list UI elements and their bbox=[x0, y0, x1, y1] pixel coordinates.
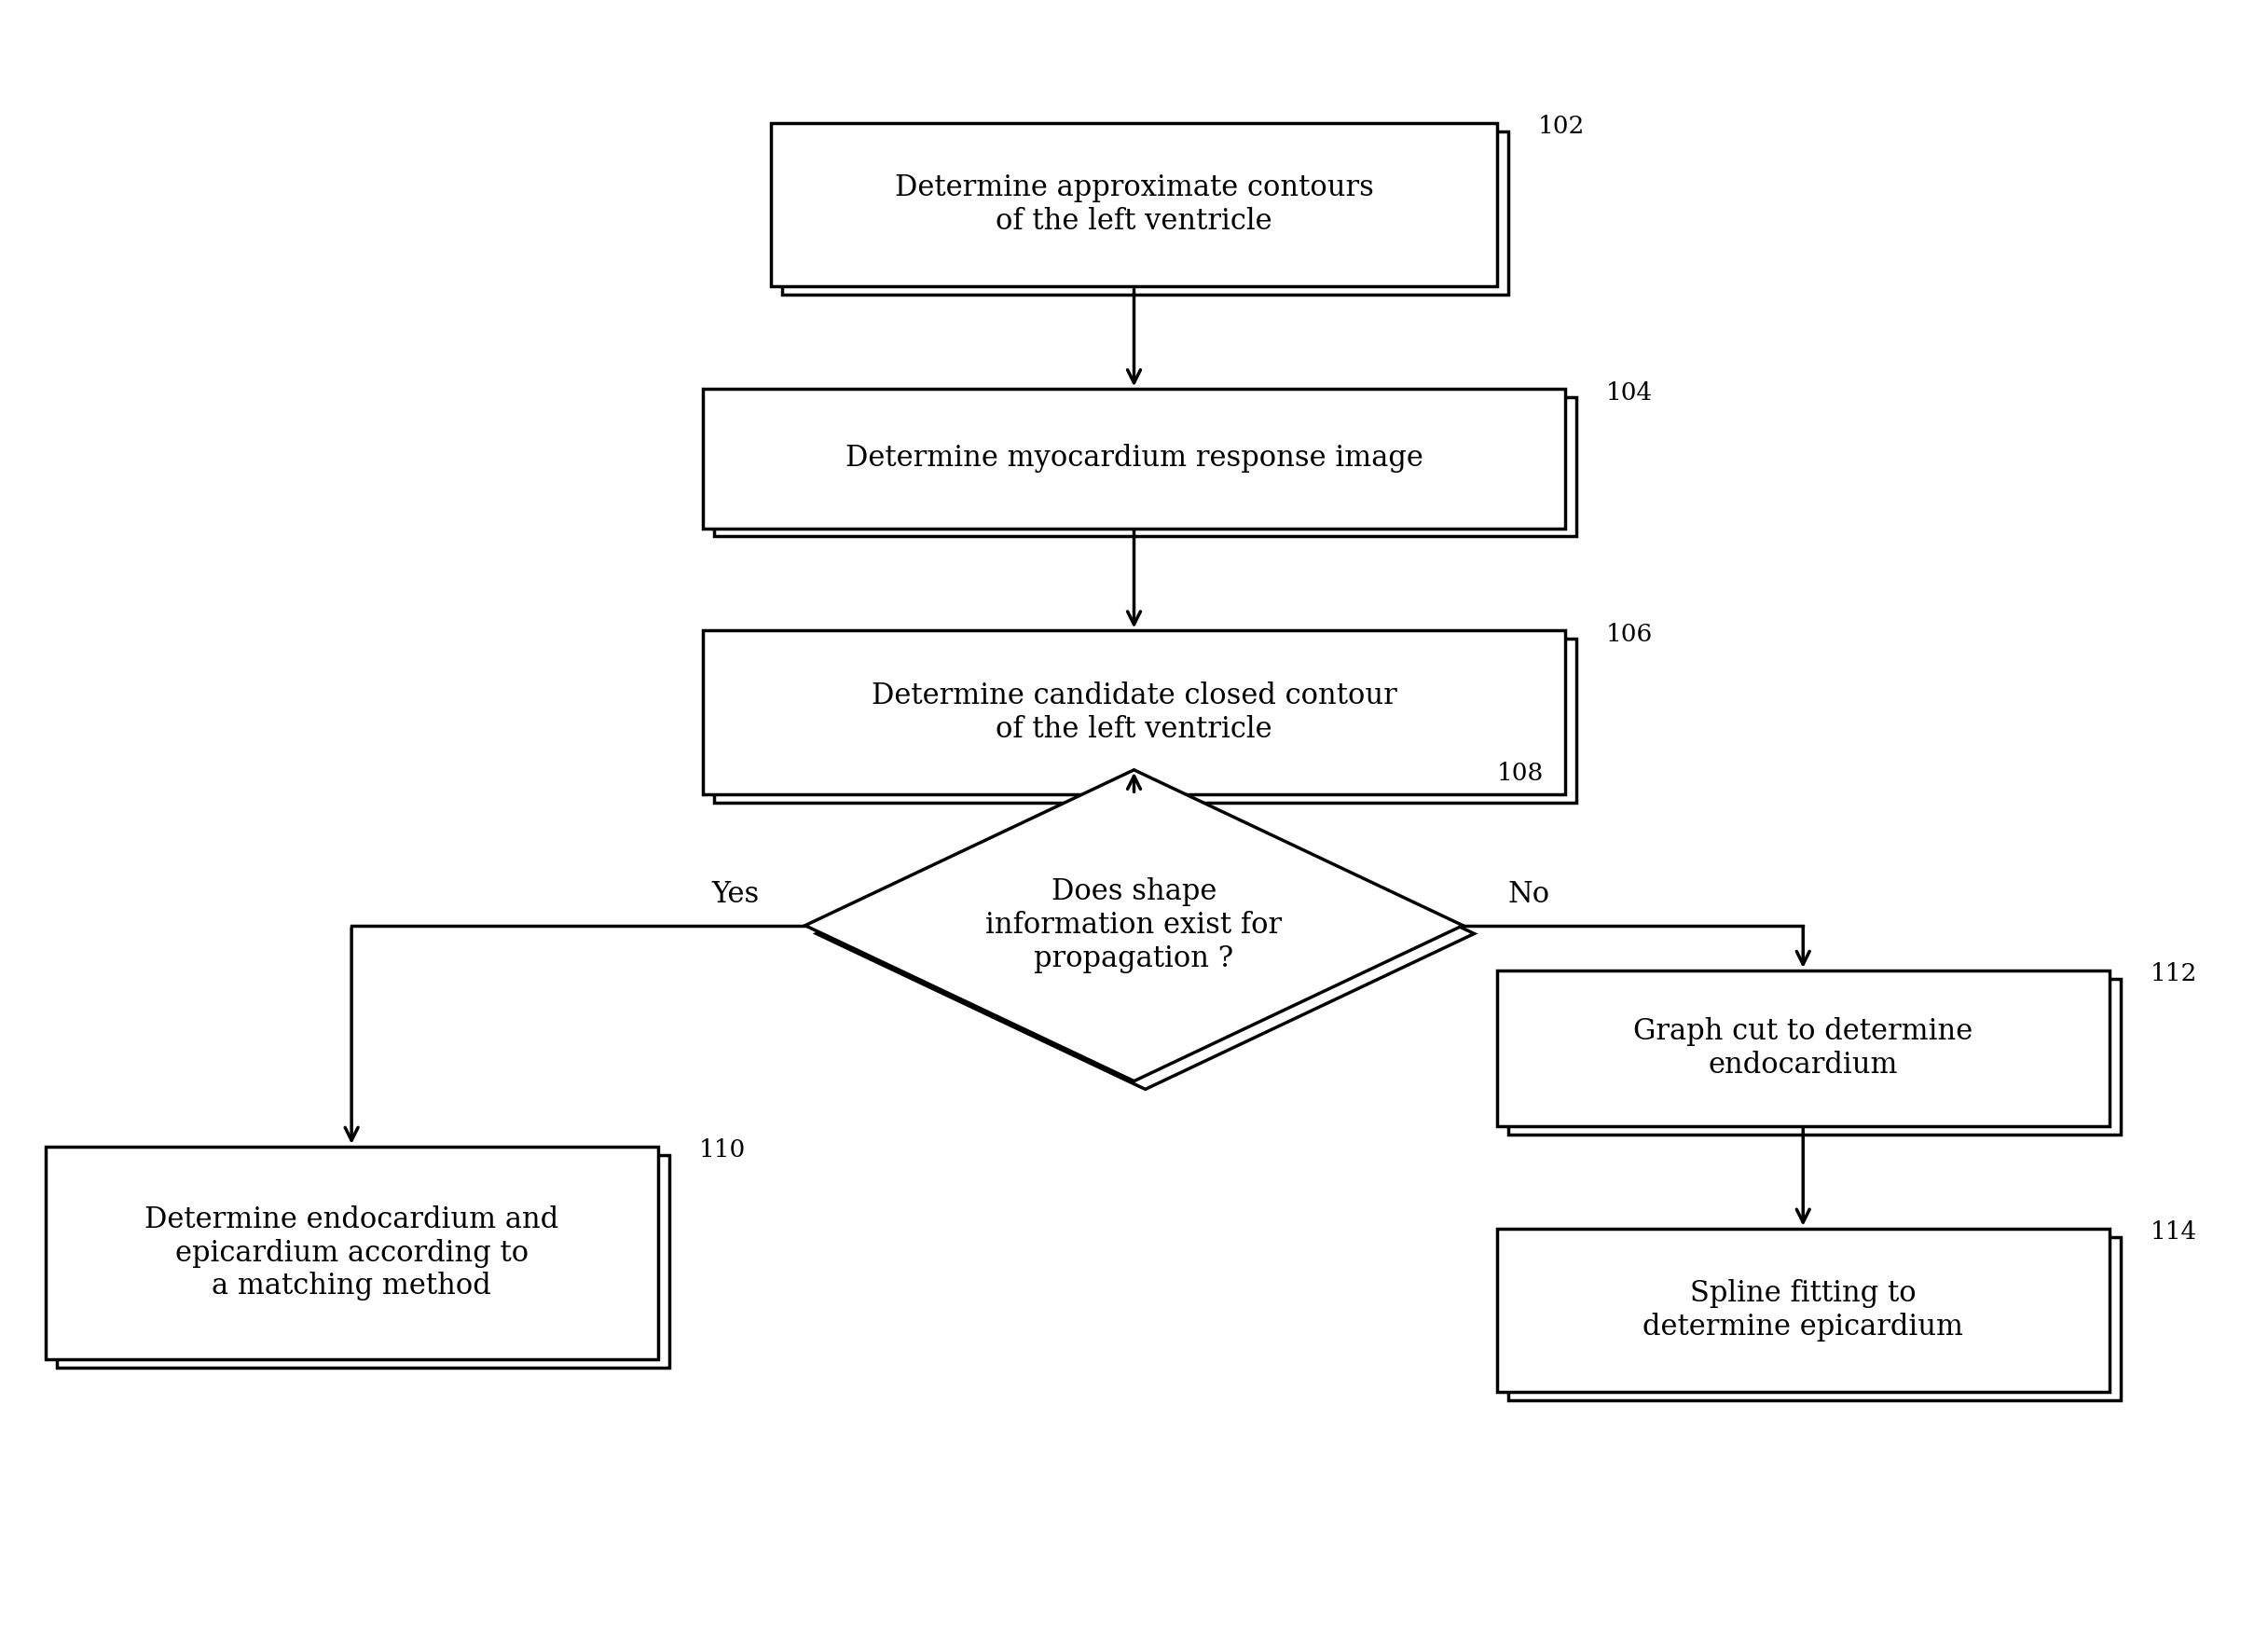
Bar bbox=[1497, 970, 2109, 1127]
Text: 112: 112 bbox=[2150, 963, 2198, 986]
Polygon shape bbox=[816, 778, 1474, 1089]
Text: Determine endocardium and
epicardium according to
a matching method: Determine endocardium and epicardium acc… bbox=[145, 1206, 558, 1301]
Bar bbox=[1497, 1228, 2109, 1392]
Bar bbox=[714, 398, 1576, 537]
Text: Yes: Yes bbox=[712, 880, 760, 909]
Text: Spline fitting to
determine epicardium: Spline fitting to determine epicardium bbox=[1642, 1279, 1964, 1342]
Text: Does shape
information exist for
propagation ?: Does shape information exist for propaga… bbox=[987, 878, 1281, 973]
Bar bbox=[57, 1155, 669, 1368]
Text: Determine myocardium response image: Determine myocardium response image bbox=[846, 444, 1422, 473]
Text: Determine candidate closed contour
of the left ventricle: Determine candidate closed contour of th… bbox=[871, 681, 1397, 744]
Bar bbox=[45, 1147, 658, 1360]
Bar bbox=[1508, 980, 2121, 1135]
Bar bbox=[1508, 1237, 2121, 1400]
Text: 108: 108 bbox=[1497, 762, 1545, 785]
Text: Determine approximate contours
of the left ventricle: Determine approximate contours of the le… bbox=[894, 174, 1374, 236]
Polygon shape bbox=[805, 770, 1463, 1081]
Text: 102: 102 bbox=[1538, 115, 1585, 138]
Text: 106: 106 bbox=[1606, 622, 1653, 645]
Text: 114: 114 bbox=[2150, 1220, 2198, 1243]
Text: Graph cut to determine
endocardium: Graph cut to determine endocardium bbox=[1633, 1017, 1973, 1079]
Bar bbox=[782, 131, 1508, 295]
Text: 110: 110 bbox=[699, 1138, 746, 1161]
Bar bbox=[703, 631, 1565, 794]
Bar bbox=[771, 123, 1497, 287]
Text: No: No bbox=[1508, 880, 1551, 909]
Text: 104: 104 bbox=[1606, 382, 1653, 405]
Bar bbox=[703, 390, 1565, 529]
Bar bbox=[714, 639, 1576, 803]
